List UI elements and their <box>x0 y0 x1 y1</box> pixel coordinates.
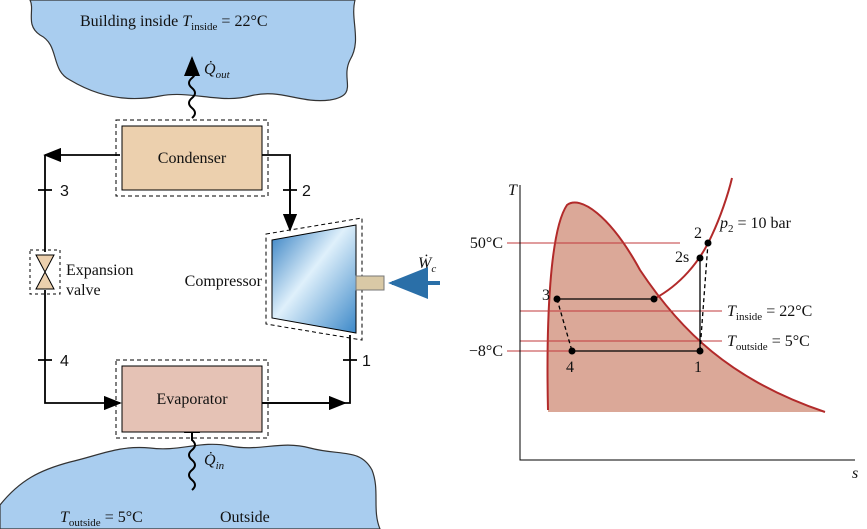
t-inside-label: Tinside= 22°C <box>727 303 812 323</box>
point-2: 2 <box>694 225 702 242</box>
text-part: 2 <box>728 223 734 235</box>
isobar <box>654 178 732 299</box>
t-outside-label: Toutside= 5°C <box>727 333 810 353</box>
text-part: Building inside <box>80 13 178 30</box>
text-part: in <box>216 460 225 472</box>
text-part: Q̇ <box>204 451 216 469</box>
point-1: 1 <box>694 359 702 376</box>
text-part: inside <box>736 311 762 323</box>
state-1: 1 <box>362 353 371 370</box>
pressure-label: p2 = 10 bar <box>719 215 792 235</box>
valve-label-2: valve <box>66 282 101 299</box>
evaporator-label: Evaporator <box>156 391 228 408</box>
work-label: Ẇc <box>418 254 436 275</box>
page: {"building": {"label": "Building inside"… <box>0 0 867 529</box>
shaft <box>356 276 384 290</box>
state-3: 3 <box>60 183 69 200</box>
point-2s: 2s <box>675 249 689 266</box>
text-part: = 10 bar <box>738 215 792 232</box>
text-part: out <box>216 69 231 81</box>
y-axis-label: T <box>508 182 518 199</box>
diagram: Building inside Tinside= 22°C Toutside= … <box>0 0 867 529</box>
compressor-label: Compressor <box>185 273 263 290</box>
point-3: 3 <box>542 287 550 304</box>
text-part: Q̇ <box>204 60 216 78</box>
outside-label: Outside <box>220 509 270 526</box>
temp-label-minus8: −8°C <box>469 343 503 360</box>
temp-label-50: 50°C <box>470 235 503 252</box>
x-axis-label: s <box>852 465 858 482</box>
text-part: p <box>719 215 728 232</box>
text-part: = 22°C <box>766 303 812 320</box>
text-part: = 5°C <box>772 333 810 350</box>
building-cloud <box>30 0 356 101</box>
text-part: inside <box>191 21 217 33</box>
expansion-valve <box>36 255 54 289</box>
condenser-label: Condenser <box>158 150 227 167</box>
state-2: 2 <box>302 183 311 200</box>
text-part: outside <box>736 341 768 353</box>
point-4: 4 <box>566 359 574 376</box>
text-part: c <box>431 263 436 275</box>
compressor <box>272 225 356 333</box>
text-part: = 5°C <box>105 509 143 526</box>
state-4: 4 <box>60 353 69 370</box>
text-part: = 22°C <box>221 13 267 30</box>
text-part: outside <box>69 517 101 529</box>
valve-label-1: Expansion <box>66 262 134 279</box>
